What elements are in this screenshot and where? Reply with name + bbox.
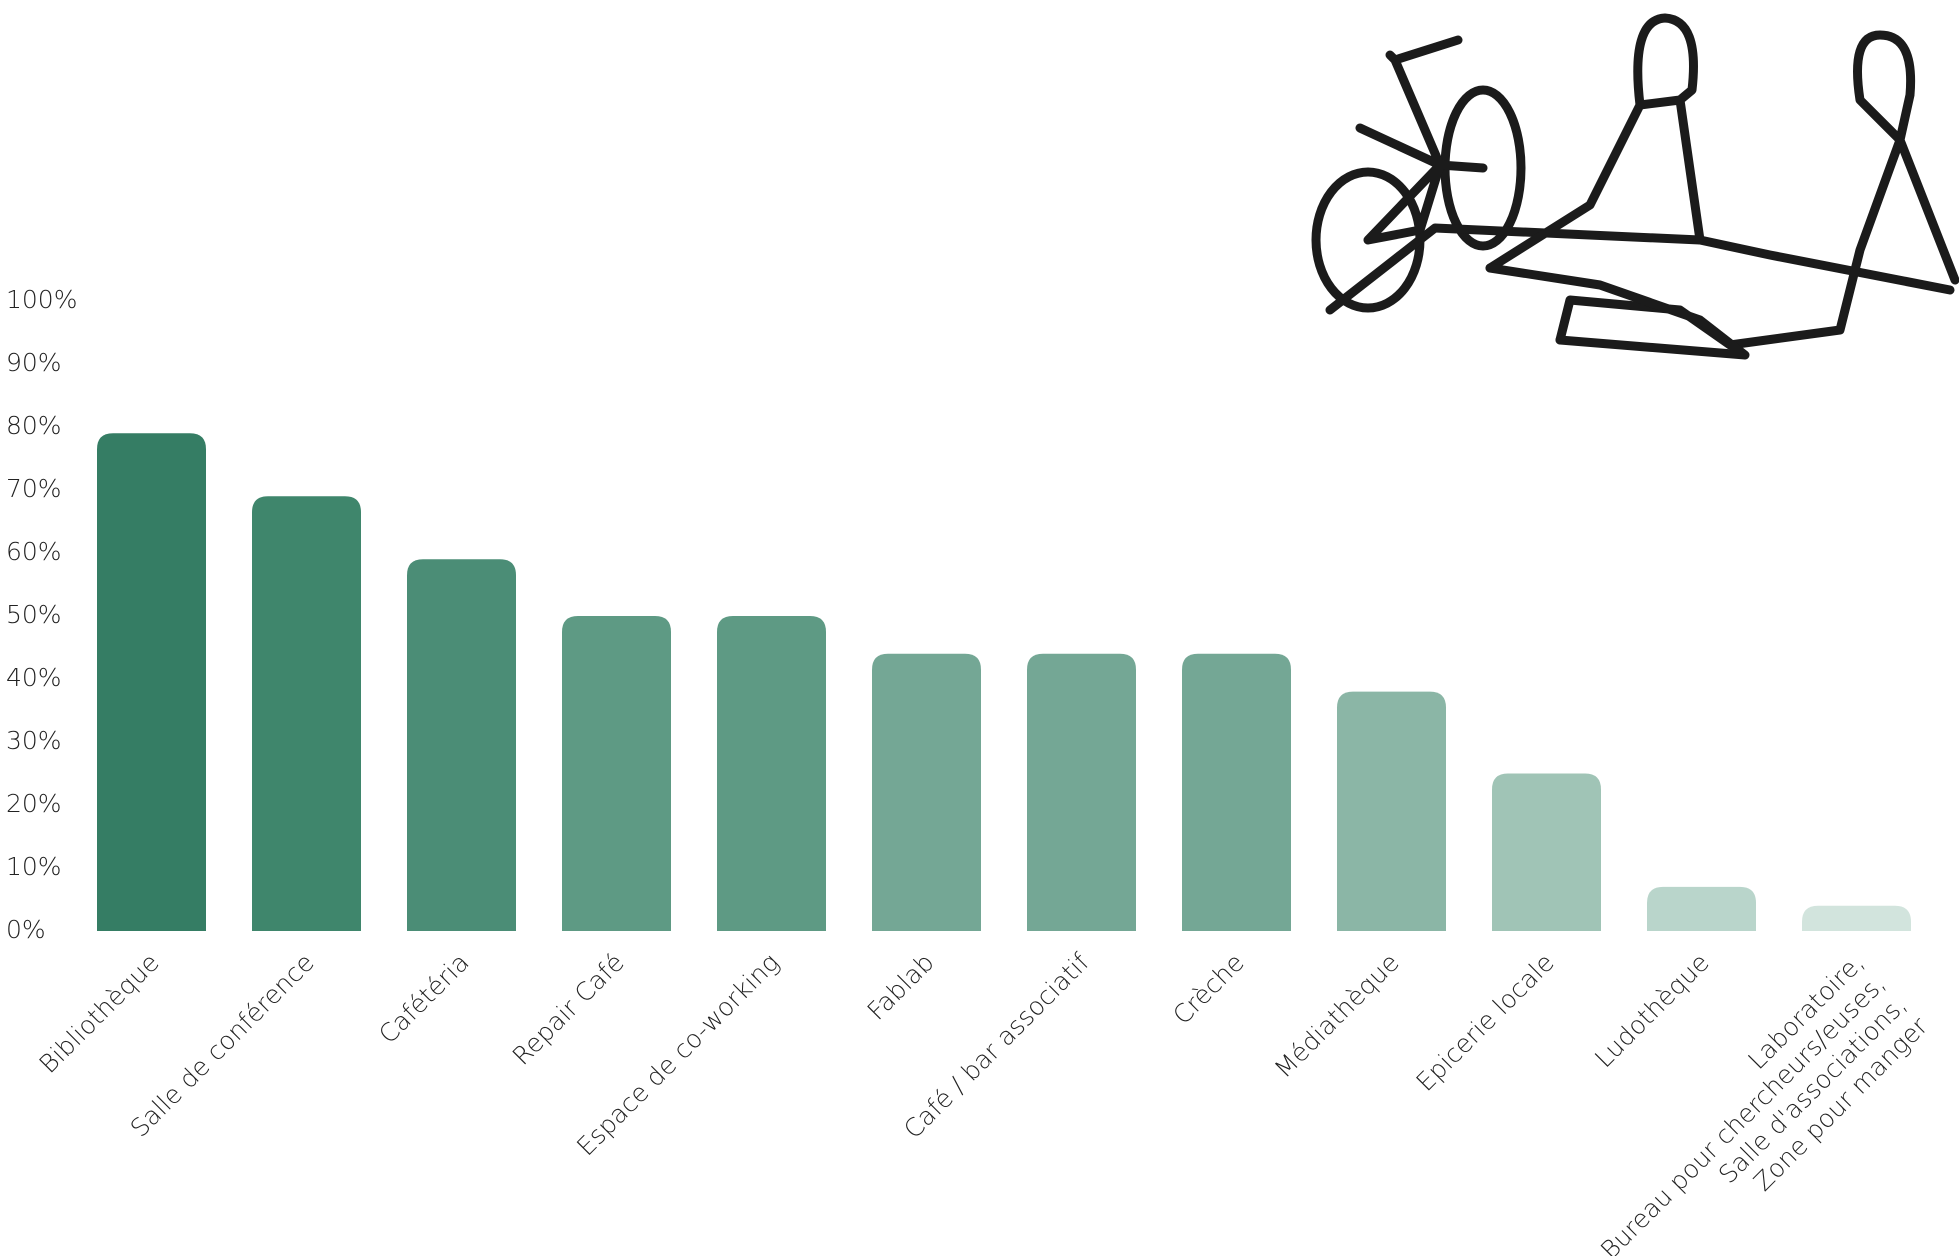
x-tick-label: Epicerie locale bbox=[1411, 948, 1560, 1097]
y-tick-label: 90% bbox=[6, 348, 62, 377]
y-tick-label: 10% bbox=[6, 852, 62, 881]
bar bbox=[872, 653, 981, 931]
x-tick-label: Crèche bbox=[1167, 948, 1249, 1030]
bar bbox=[252, 496, 361, 931]
bar bbox=[562, 616, 671, 931]
y-tick-label: 40% bbox=[6, 663, 62, 692]
bar bbox=[97, 433, 206, 931]
y-tick-label: 20% bbox=[6, 789, 62, 818]
label-line: Repair Café bbox=[507, 948, 630, 1071]
y-tick-label: 30% bbox=[6, 726, 62, 755]
bar bbox=[407, 559, 516, 931]
y-tick-label: 0% bbox=[6, 915, 46, 944]
bar bbox=[1647, 886, 1756, 931]
label-line: Ludothèque bbox=[1589, 948, 1715, 1074]
y-tick-label: 100% bbox=[6, 285, 77, 314]
x-tick-label: Médiathèque bbox=[1269, 948, 1405, 1084]
x-tick-label: Fablab bbox=[862, 948, 940, 1026]
bar bbox=[1182, 653, 1291, 931]
illustration bbox=[1311, 13, 1959, 360]
label-line: Bibliothèque bbox=[34, 948, 165, 1079]
x-tick-label: Repair Café bbox=[507, 948, 630, 1071]
label-line: Fablab bbox=[862, 948, 940, 1026]
label-line: Médiathèque bbox=[1269, 948, 1405, 1084]
bar bbox=[1492, 773, 1601, 931]
y-tick-label: 80% bbox=[6, 411, 62, 440]
bar bbox=[1027, 653, 1136, 931]
y-tick-label: 50% bbox=[6, 600, 62, 629]
x-tick-label: Cafétéria bbox=[373, 948, 475, 1050]
x-tick-label: Bibliothèque bbox=[34, 948, 165, 1079]
bar bbox=[717, 616, 826, 931]
bar bbox=[1337, 691, 1446, 931]
label-line: Crèche bbox=[1167, 948, 1249, 1030]
label-line: Cafétéria bbox=[373, 948, 475, 1050]
y-tick-label: 60% bbox=[6, 537, 62, 566]
label-line: Epicerie locale bbox=[1411, 948, 1560, 1097]
y-tick-label: 70% bbox=[6, 474, 62, 503]
bar bbox=[1802, 905, 1911, 931]
x-tick-label: Laboratoire,Bureau pour chercheurs/euses… bbox=[1574, 947, 1934, 1256]
x-tick-label: Ludothèque bbox=[1589, 948, 1715, 1074]
